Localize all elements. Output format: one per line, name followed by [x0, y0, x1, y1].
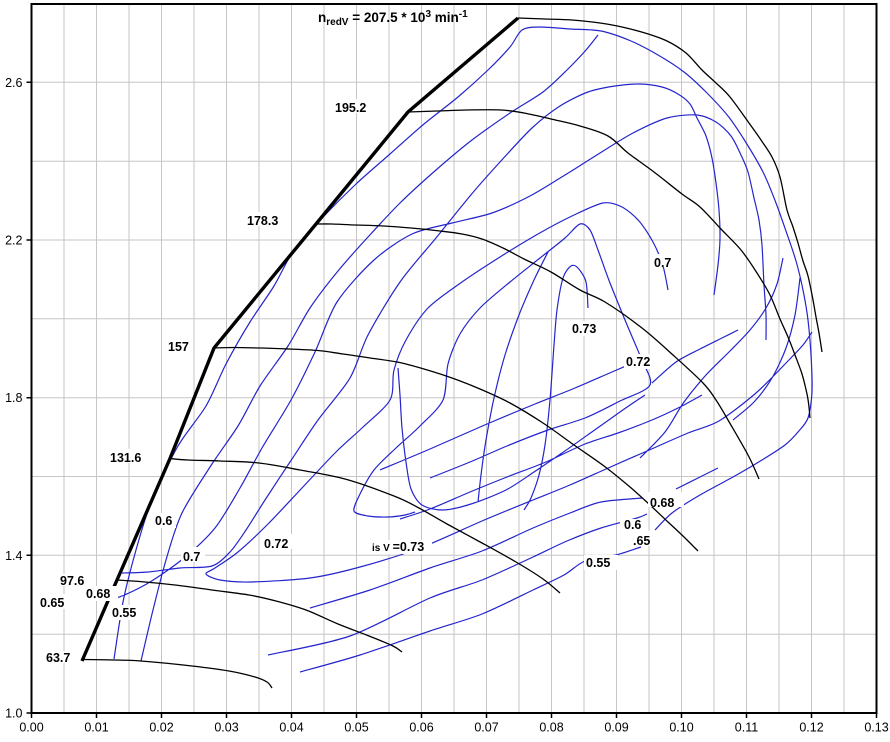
svg-text:is V =0.73: is V =0.73 — [372, 540, 424, 554]
svg-text:157: 157 — [168, 340, 189, 354]
svg-text:0.07: 0.07 — [474, 721, 498, 735]
svg-text:0.55: 0.55 — [586, 556, 610, 570]
svg-text:0.09: 0.09 — [604, 721, 628, 735]
svg-text:0.55: 0.55 — [112, 606, 136, 620]
svg-text:0.06: 0.06 — [409, 721, 433, 735]
svg-text:0.08: 0.08 — [539, 721, 563, 735]
svg-text:0.7: 0.7 — [183, 550, 200, 564]
svg-text:178.3: 178.3 — [247, 214, 278, 228]
svg-text:0.04: 0.04 — [279, 721, 303, 735]
svg-text:131.6: 131.6 — [110, 451, 141, 465]
svg-text:1.4: 1.4 — [5, 549, 22, 563]
svg-text:.65: .65 — [633, 534, 650, 548]
svg-text:0.10: 0.10 — [669, 721, 693, 735]
svg-text:97.6: 97.6 — [60, 574, 84, 588]
svg-text:0.05: 0.05 — [344, 721, 368, 735]
svg-text:2.2: 2.2 — [5, 234, 22, 248]
svg-text:0.00: 0.00 — [19, 721, 43, 735]
svg-text:0.7: 0.7 — [654, 256, 671, 270]
svg-text:0.03: 0.03 — [214, 721, 238, 735]
svg-text:0.11: 0.11 — [735, 721, 758, 735]
svg-text:1.0: 1.0 — [5, 707, 22, 721]
svg-text:0.72: 0.72 — [264, 537, 288, 551]
svg-text:0.13: 0.13 — [864, 721, 888, 735]
svg-text:0.12: 0.12 — [799, 721, 823, 735]
svg-text:2.6: 2.6 — [5, 76, 22, 90]
svg-text:195.2: 195.2 — [335, 101, 366, 115]
svg-text:0.73: 0.73 — [572, 322, 596, 336]
svg-text:0.01: 0.01 — [84, 721, 108, 735]
svg-text:0.6: 0.6 — [624, 518, 641, 532]
svg-text:1.8: 1.8 — [5, 391, 22, 405]
svg-text:63.7: 63.7 — [46, 651, 70, 665]
svg-text:nredV = 207.5 * 103 min-1: nredV = 207.5 * 103 min-1 — [318, 9, 468, 28]
svg-text:0.65: 0.65 — [40, 596, 64, 610]
svg-text:0.72: 0.72 — [626, 355, 650, 369]
svg-text:0.68: 0.68 — [86, 587, 110, 601]
svg-text:0.02: 0.02 — [149, 721, 173, 735]
svg-text:0.6: 0.6 — [155, 514, 172, 528]
svg-text:0.68: 0.68 — [650, 496, 674, 510]
